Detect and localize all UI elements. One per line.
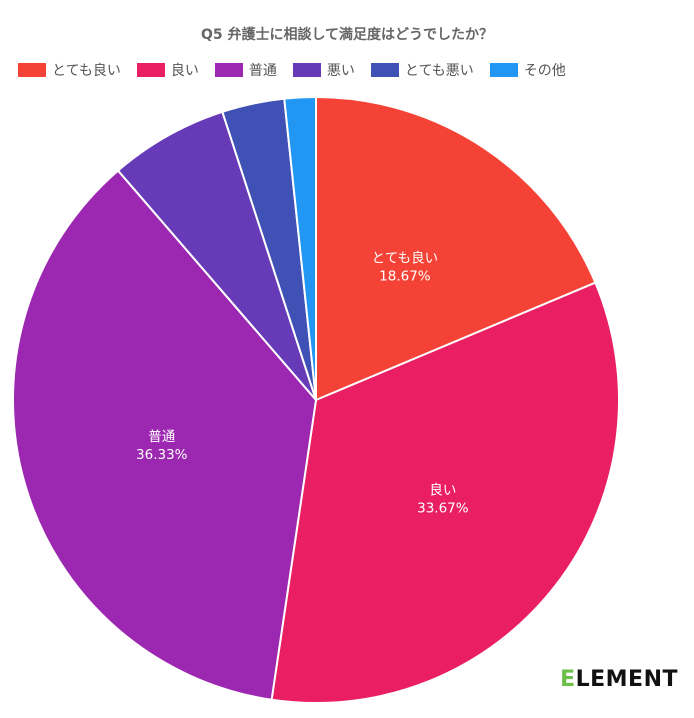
pie-slice[interactable] bbox=[116, 110, 317, 401]
pie-slice[interactable] bbox=[12, 169, 318, 701]
slice-value-label: 18.67% bbox=[379, 268, 431, 284]
legend-swatch bbox=[489, 63, 518, 77]
legend-label: 悪い bbox=[326, 63, 355, 79]
legend-item[interactable]: 良い bbox=[136, 60, 199, 80]
legend-item[interactable]: その他 bbox=[489, 60, 566, 80]
pie-slice[interactable] bbox=[270, 281, 620, 704]
legend-swatch bbox=[136, 63, 165, 77]
pie-slice[interactable] bbox=[283, 95, 317, 401]
legend-item[interactable]: 悪い bbox=[292, 60, 355, 80]
legend-label: とても良い bbox=[52, 63, 121, 79]
slice-value-label: 36.33% bbox=[136, 447, 188, 463]
legend-label: 良い bbox=[170, 63, 199, 79]
chart-title: Q5 弁護士に相談して満足度はどうでしたか？ bbox=[200, 27, 494, 43]
slice-label: 良い bbox=[429, 482, 456, 498]
legend-label: 普通 bbox=[248, 63, 277, 79]
legend-label: とても悪い bbox=[404, 63, 474, 79]
legend-swatch bbox=[292, 63, 321, 77]
legend-swatch bbox=[370, 63, 399, 77]
legend-item[interactable]: 普通 bbox=[214, 60, 277, 80]
legend-item[interactable]: とても悪い bbox=[370, 60, 474, 80]
legend-swatch bbox=[214, 63, 243, 77]
legend-item[interactable]: とても良い bbox=[18, 60, 121, 80]
slice-label: とても良い bbox=[372, 250, 438, 266]
element-logo: ELEMENT bbox=[560, 667, 678, 692]
legend-swatch bbox=[18, 63, 46, 77]
legend-label: その他 bbox=[523, 63, 566, 79]
slice-label: 普通 bbox=[148, 429, 175, 445]
slice-value-label: 33.67% bbox=[417, 500, 469, 516]
pie-slice[interactable] bbox=[315, 95, 597, 402]
chart-legend: とても良い 良い 普通 悪い とても悪い その他 bbox=[18, 60, 566, 80]
